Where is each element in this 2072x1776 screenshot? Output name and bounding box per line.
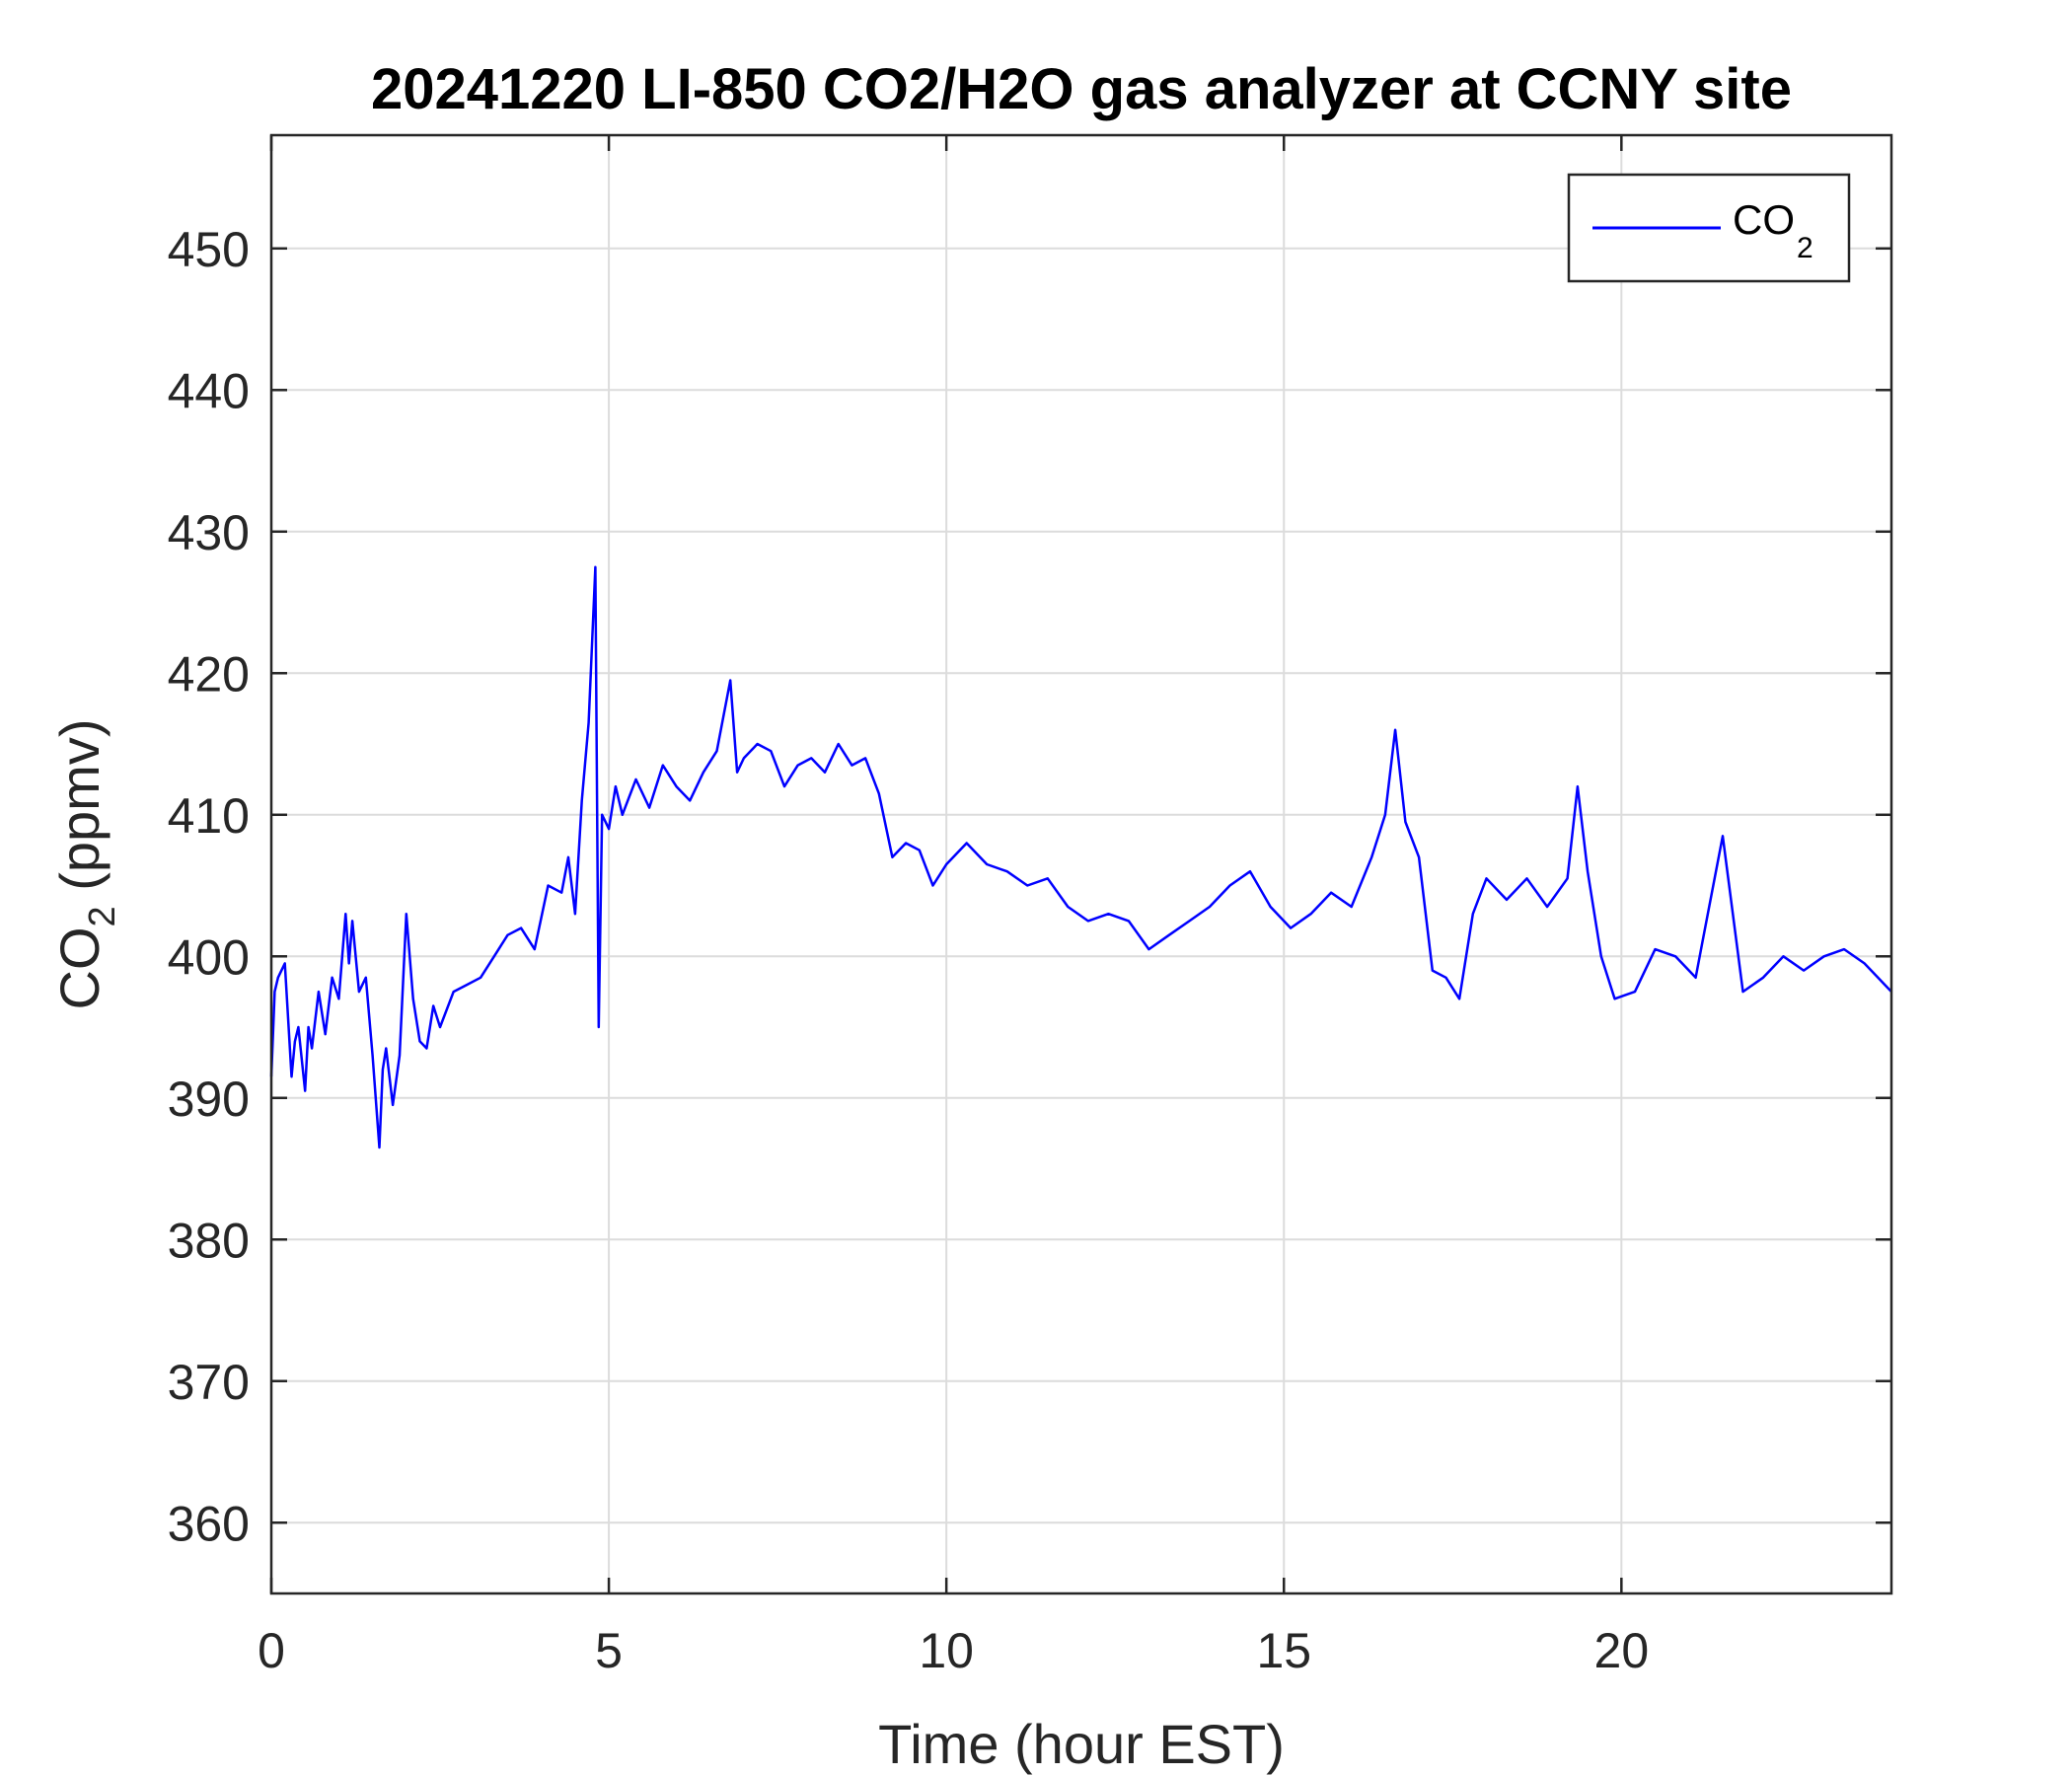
y-tick-label: 390: [168, 1072, 250, 1127]
y-tick-label: 380: [168, 1213, 250, 1268]
legend-label-main: CO: [1733, 196, 1795, 243]
y-tick-label: 440: [168, 363, 250, 418]
legend-label: CO2: [1733, 196, 1813, 264]
y-axis-label: CO2 (ppmv): [48, 719, 123, 1010]
grid-lines: [270, 135, 1891, 1593]
x-tick-label: 20: [1594, 1623, 1650, 1678]
chart-title: 20241220 LI-850 CO2/H2O gas analyzer at …: [371, 57, 1792, 121]
x-tick-label: 15: [1256, 1623, 1311, 1678]
y-tick-labels: 360 370 380 390 400 410 420 430 440 450: [168, 222, 250, 1551]
y-tick-label: 410: [168, 788, 250, 844]
x-tick-label: 10: [919, 1623, 974, 1678]
x-tick-labels: 0 5 10 15 20: [258, 1623, 1649, 1678]
legend: CO2: [1567, 173, 1851, 283]
y-tick-label: 430: [168, 505, 250, 560]
series-layer: [269, 565, 1892, 1149]
y-tick-label: 360: [168, 1496, 250, 1551]
tick-marks: [269, 135, 1891, 1593]
series-line-co2: [269, 565, 1892, 1149]
plot-background: [271, 135, 1891, 1593]
y-tick-label: 400: [168, 929, 250, 985]
x-tick-label: 5: [595, 1623, 623, 1678]
y-tick-label: 370: [168, 1355, 250, 1410]
y-axis-label-sub: 2: [82, 906, 123, 926]
y-tick-label: 420: [168, 646, 250, 702]
y-axis-label-suffix: (ppmv): [48, 719, 111, 907]
y-tick-label: 450: [168, 222, 250, 277]
legend-label-sub: 2: [1797, 232, 1813, 264]
x-tick-label: 0: [258, 1623, 285, 1678]
x-axis-label: Time (hour EST): [878, 1713, 1285, 1775]
y-axis-label-main: CO: [48, 926, 111, 1009]
plot-frame: [269, 133, 1893, 1595]
